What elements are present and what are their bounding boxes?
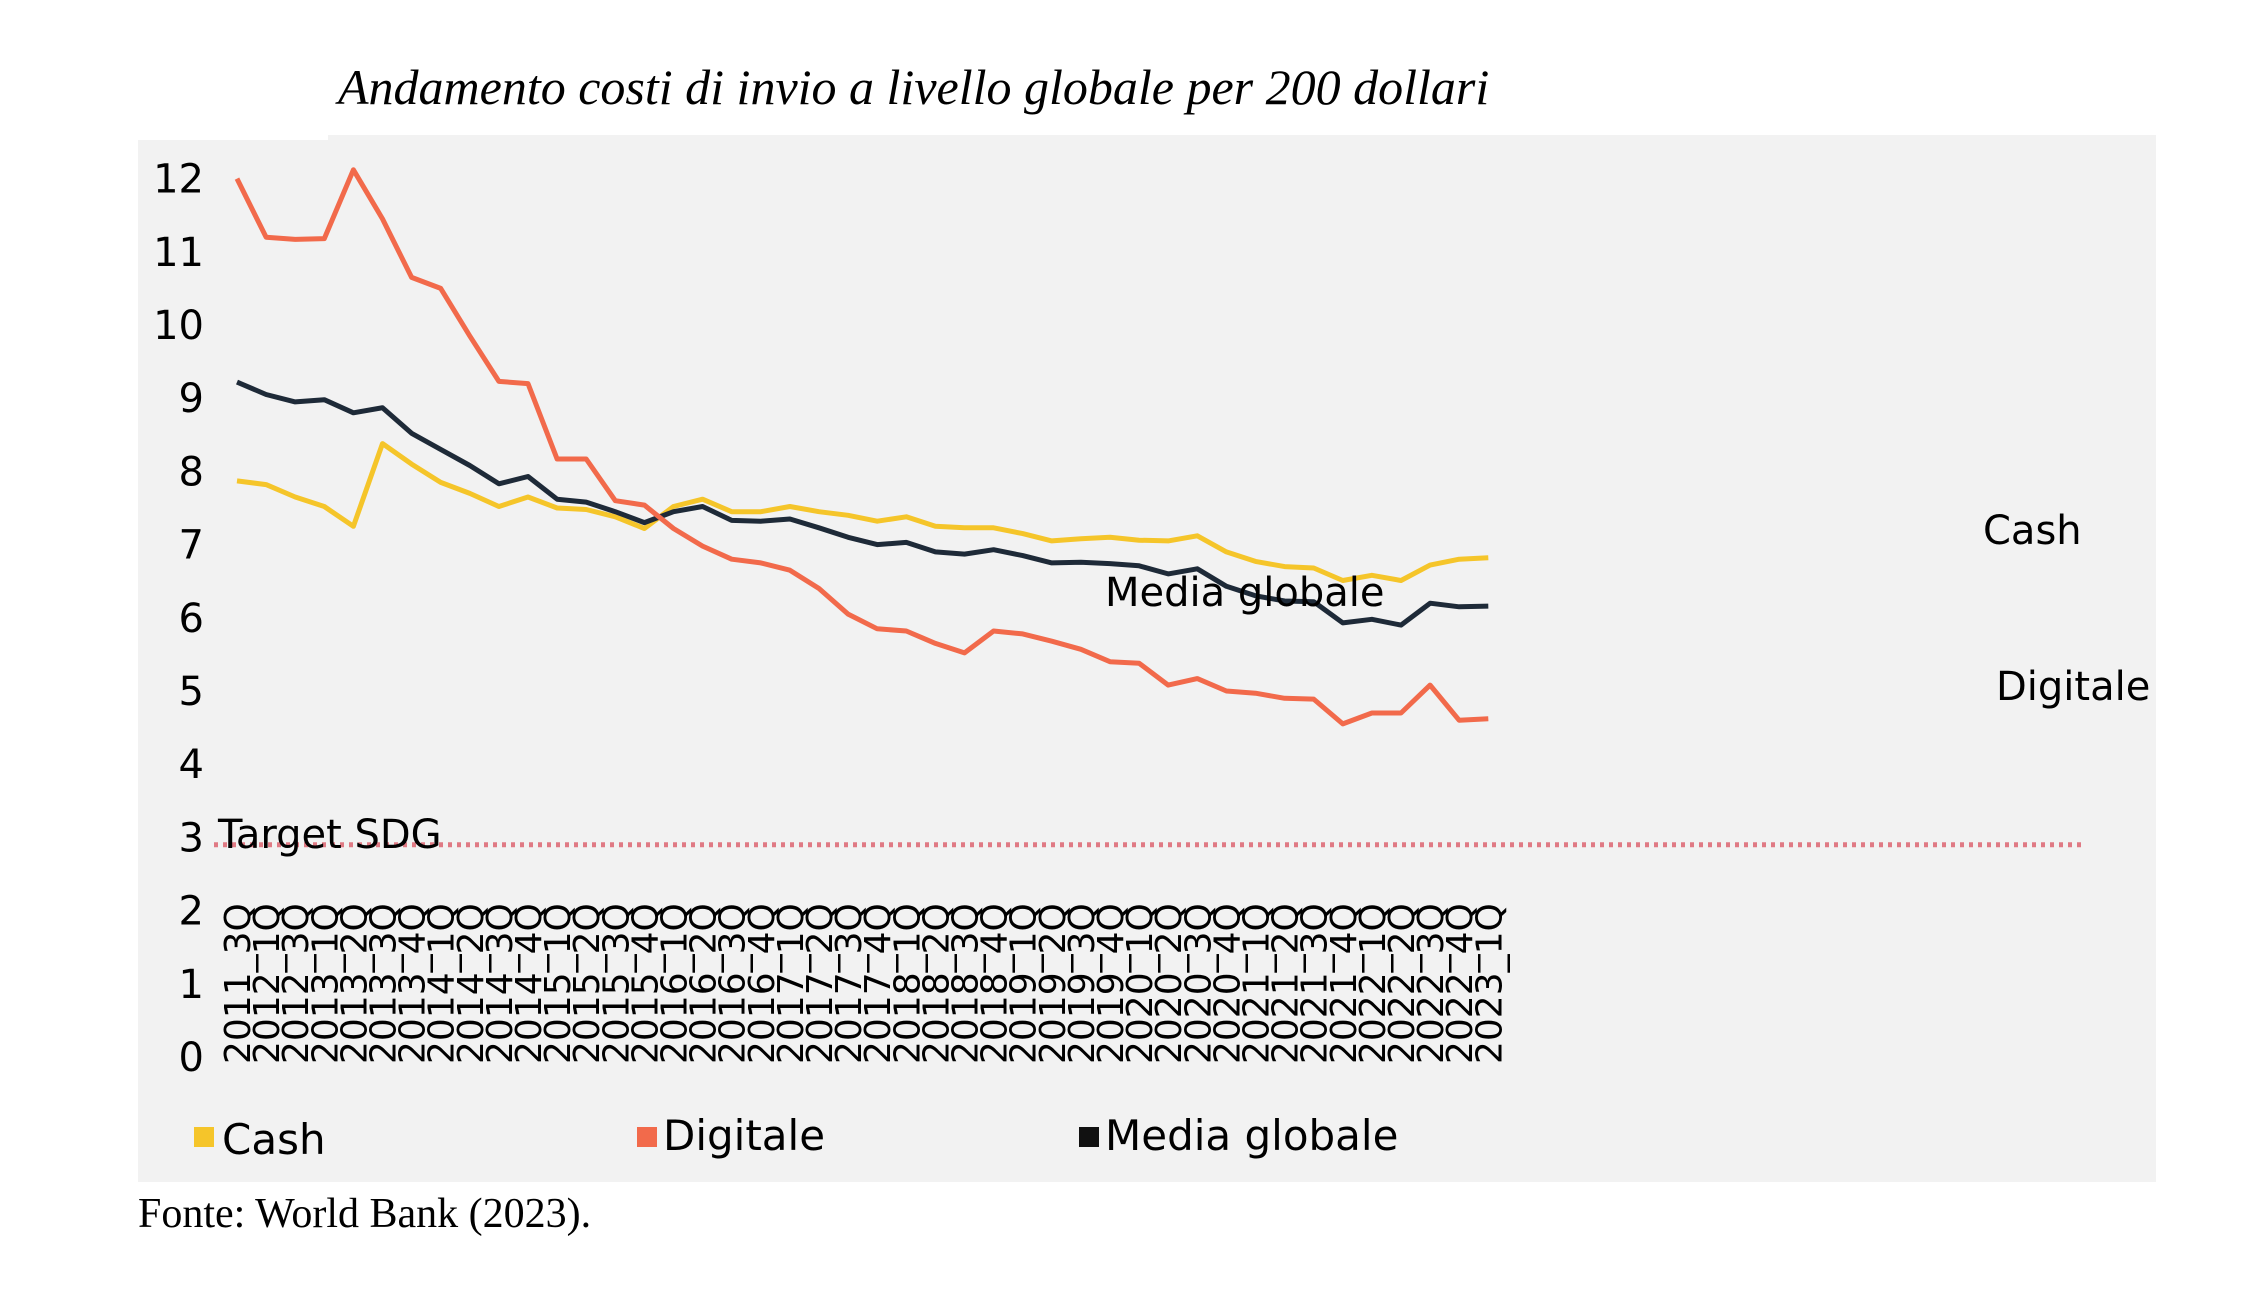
x-tick-label: 2020_1Q bbox=[1120, 903, 1161, 1064]
legend-label-digitale: Digitale bbox=[663, 1111, 825, 1160]
x-tick-label: 2021_3Q bbox=[1295, 903, 1336, 1064]
x-tick-label: 2015_3Q bbox=[596, 903, 637, 1064]
x-tick-label: 2018_4Q bbox=[975, 903, 1016, 1064]
x-tick-label: 2014_2Q bbox=[451, 903, 492, 1064]
x-tick-label: 2014_3Q bbox=[480, 903, 521, 1064]
x-tick-label: 2021_2Q bbox=[1266, 903, 1307, 1064]
x-tick-label: 2022_3Q bbox=[1411, 903, 1452, 1064]
legend-swatch-media-globale bbox=[1079, 1127, 1099, 1147]
x-tick-label: 2019_4Q bbox=[1091, 903, 1132, 1064]
series-line-digitale bbox=[234, 167, 1489, 727]
x-tick-label: 2011_3Q bbox=[218, 903, 259, 1064]
series-line-cash bbox=[236, 441, 1489, 583]
y-tick-label: 8 bbox=[179, 449, 204, 495]
x-tick-label: 2016_1Q bbox=[655, 903, 696, 1064]
digitale-line-label: Digitale bbox=[1996, 664, 2150, 710]
legend: Cash Digitale Media globale bbox=[194, 1111, 1398, 1164]
x-tick-label: 2020_2Q bbox=[1149, 903, 1190, 1064]
x-tick-label: 2018_2Q bbox=[916, 903, 957, 1064]
y-tick-label: 6 bbox=[179, 596, 204, 642]
x-tick-label: 2020_3Q bbox=[1178, 903, 1219, 1064]
x-axis-ticks: 2011_3Q2012_1Q2012_3Q2013_1Q2013_2Q2013_… bbox=[218, 903, 1510, 1064]
target-sdg-label: Target SDG bbox=[217, 812, 442, 858]
title-mask bbox=[138, 128, 328, 140]
y-tick-label: 3 bbox=[179, 815, 204, 861]
source-note: Fonte: World Bank (2023). bbox=[138, 1191, 592, 1237]
x-tick-label: 2021_1Q bbox=[1237, 903, 1278, 1064]
x-tick-label: 2019_3Q bbox=[1062, 903, 1103, 1064]
y-tick-label: 9 bbox=[179, 376, 204, 422]
y-tick-label: 7 bbox=[179, 523, 204, 569]
x-tick-label: 2016_2Q bbox=[684, 903, 725, 1064]
x-tick-label: 2017_1Q bbox=[771, 903, 812, 1064]
x-tick-label: 2022_4Q bbox=[1440, 903, 1481, 1064]
x-tick-label: 2022_2Q bbox=[1382, 903, 1423, 1064]
x-tick-label: 2015_2Q bbox=[567, 903, 608, 1064]
x-tick-label: 2015_1Q bbox=[538, 903, 579, 1064]
x-tick-label: 2013_4Q bbox=[393, 903, 434, 1064]
series-lines bbox=[234, 167, 1489, 727]
y-tick-label: 5 bbox=[179, 669, 204, 715]
legend-swatch-digitale bbox=[637, 1127, 657, 1147]
chart-title: Andamento costi di invio a livello globa… bbox=[338, 59, 1490, 115]
legend-swatch-cash bbox=[194, 1127, 214, 1147]
x-tick-label: 2014_4Q bbox=[509, 903, 550, 1064]
plot-background bbox=[138, 135, 2156, 1182]
x-tick-label: 2020_4Q bbox=[1207, 903, 1248, 1064]
x-tick-label: 2017_3Q bbox=[829, 903, 870, 1064]
x-tick-label: 2012_1Q bbox=[247, 903, 288, 1064]
y-tick-label: 2 bbox=[179, 889, 204, 935]
legend-label-cash: Cash bbox=[222, 1115, 326, 1164]
x-tick-label: 2013_2Q bbox=[334, 903, 375, 1064]
x-tick-label: 2023_1Q bbox=[1469, 903, 1510, 1064]
x-tick-label: 2012_3Q bbox=[276, 903, 317, 1064]
y-tick-label: 0 bbox=[179, 1035, 204, 1081]
x-tick-label: 2013_1Q bbox=[305, 903, 346, 1064]
x-tick-label: 2017_4Q bbox=[858, 903, 899, 1064]
series-line-media-globale bbox=[236, 379, 1489, 628]
x-tick-label: 2022_1Q bbox=[1353, 903, 1394, 1064]
y-tick-label: 1 bbox=[179, 962, 204, 1008]
x-tick-label: 2016_4Q bbox=[742, 903, 783, 1064]
x-tick-label: 2019_2Q bbox=[1033, 903, 1074, 1064]
media-globale-line-label: Media globale bbox=[1105, 570, 1384, 616]
y-tick-label: 10 bbox=[153, 303, 204, 349]
x-tick-label: 2019_1Q bbox=[1004, 903, 1045, 1064]
cash-line-label: Cash bbox=[1983, 508, 2082, 554]
x-tick-label: 2018_1Q bbox=[887, 903, 928, 1064]
legend-label-media-globale: Media globale bbox=[1105, 1111, 1398, 1160]
x-tick-label: 2021_4Q bbox=[1324, 903, 1365, 1064]
x-tick-label: 2013_3Q bbox=[364, 903, 405, 1064]
x-tick-label: 2014_1Q bbox=[422, 903, 463, 1064]
x-tick-label: 2018_3Q bbox=[946, 903, 987, 1064]
y-tick-label: 12 bbox=[153, 157, 204, 203]
x-tick-label: 2016_3Q bbox=[713, 903, 754, 1064]
x-tick-label: 2017_2Q bbox=[800, 903, 841, 1064]
y-tick-label: 4 bbox=[179, 742, 204, 788]
y-tick-label: 11 bbox=[153, 230, 204, 276]
x-tick-label: 2015_4Q bbox=[625, 903, 666, 1064]
